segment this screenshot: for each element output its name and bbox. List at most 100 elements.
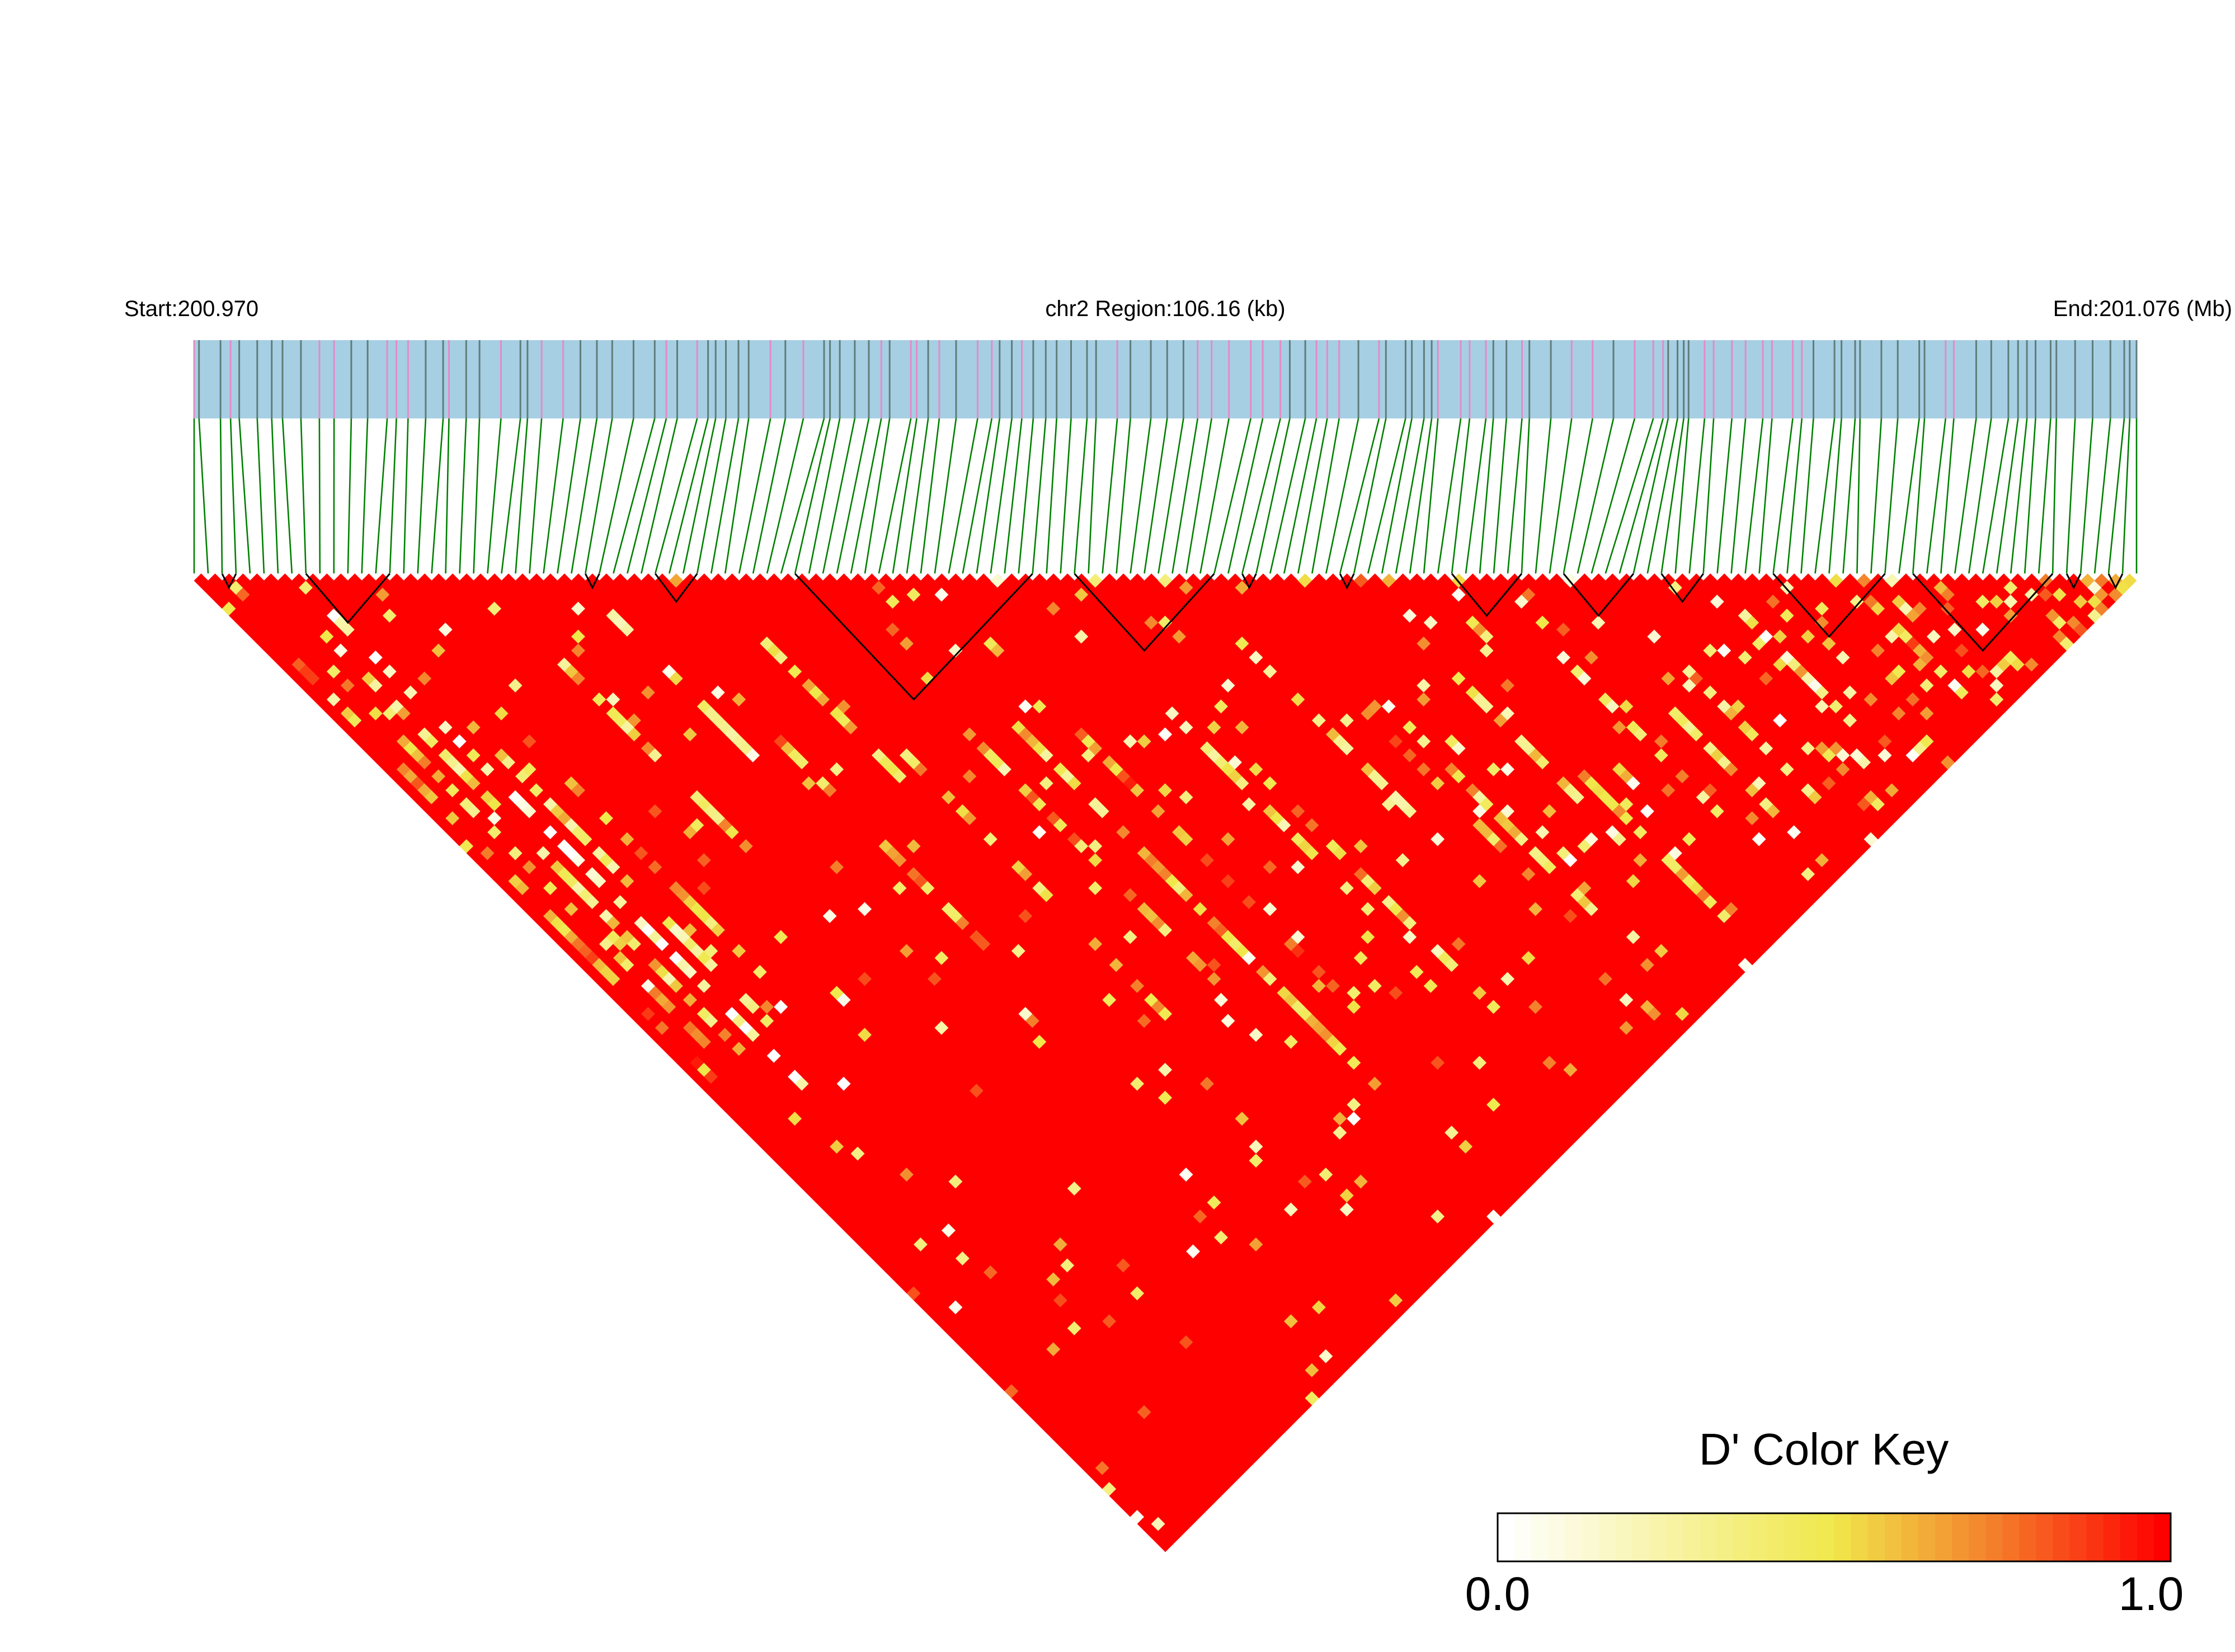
marker-connector bbox=[543, 418, 564, 574]
marker-connector bbox=[696, 418, 727, 574]
marker-connector bbox=[627, 418, 667, 574]
marker-connector bbox=[2107, 418, 2125, 574]
marker-connector bbox=[1898, 418, 1920, 574]
marker-connector bbox=[1171, 418, 1199, 574]
marker-connector bbox=[655, 418, 698, 574]
marker-connector bbox=[724, 418, 750, 574]
marker-connector bbox=[1828, 418, 1842, 574]
marker-connector bbox=[1493, 418, 1507, 574]
marker-connector bbox=[300, 418, 307, 574]
marker-connector bbox=[1870, 418, 1883, 574]
marker-connector bbox=[1074, 418, 1088, 574]
marker-connector bbox=[459, 418, 467, 574]
marker-connector bbox=[1269, 418, 1306, 574]
marker-connector bbox=[1158, 418, 1184, 574]
marker-connector bbox=[1213, 418, 1251, 574]
marker-connector bbox=[1577, 418, 1615, 574]
marker-connector bbox=[1046, 418, 1057, 574]
marker-connector bbox=[780, 418, 825, 574]
marker-connector bbox=[1018, 418, 1034, 574]
marker-connector bbox=[990, 418, 1013, 574]
marker-connector bbox=[1786, 418, 1803, 574]
marker-connector bbox=[417, 418, 427, 574]
marker-connector bbox=[1842, 418, 1856, 574]
marker-connector bbox=[445, 418, 450, 574]
marker-connector bbox=[1730, 418, 1747, 574]
marker-connector bbox=[473, 418, 481, 574]
marker-connector bbox=[1800, 418, 1814, 574]
marker-connector bbox=[1884, 418, 1899, 574]
marker-connector bbox=[1535, 418, 1552, 574]
marker-connector bbox=[2024, 418, 2036, 574]
marker-connector bbox=[1996, 418, 2019, 574]
marker-connector bbox=[1660, 418, 1685, 574]
marker-connector bbox=[850, 418, 882, 574]
marker-connector bbox=[1423, 418, 1439, 574]
marker-connector bbox=[1856, 418, 1861, 574]
marker-connector bbox=[1060, 418, 1072, 574]
marker-connector bbox=[1465, 418, 1487, 574]
marker-connector bbox=[599, 418, 634, 574]
marker-connector bbox=[2065, 418, 2076, 574]
marker-connector bbox=[1591, 418, 1636, 574]
marker-connector bbox=[229, 418, 237, 574]
marker-connector bbox=[1227, 418, 1264, 574]
marker-connector bbox=[2121, 418, 2131, 574]
marker-connector bbox=[1618, 418, 1664, 574]
marker-connector bbox=[219, 418, 223, 574]
marker-connector bbox=[669, 418, 709, 574]
marker-connector bbox=[1968, 418, 1992, 574]
marker-connector bbox=[529, 418, 543, 574]
marker-connector bbox=[1437, 418, 1462, 574]
marker-connector bbox=[361, 418, 369, 574]
marker-connector bbox=[920, 418, 940, 574]
marker-connector bbox=[641, 418, 678, 574]
marker-connector bbox=[766, 418, 804, 574]
marker-connector bbox=[738, 418, 771, 574]
marker-connector bbox=[836, 418, 870, 574]
marker-connector bbox=[1688, 418, 1706, 574]
marker-connector bbox=[794, 418, 831, 574]
marker-connector bbox=[1716, 418, 1733, 574]
marker-connector bbox=[864, 418, 891, 574]
marker-connector bbox=[403, 418, 409, 574]
marker-connector bbox=[1940, 418, 1955, 574]
marker-connector bbox=[1185, 418, 1212, 574]
marker-connector bbox=[1004, 418, 1023, 574]
marker-connector bbox=[318, 418, 321, 574]
marker-connector bbox=[347, 418, 352, 574]
marker-connector bbox=[1772, 418, 1794, 574]
marker-connector bbox=[1632, 418, 1669, 574]
marker-positions bbox=[193, 340, 2138, 418]
marker-connector bbox=[682, 418, 717, 574]
marker-connector bbox=[1674, 418, 1690, 574]
marker-connector bbox=[375, 418, 388, 574]
marker-connector bbox=[1451, 418, 1471, 574]
marker-connector bbox=[1311, 418, 1340, 574]
marker-connector bbox=[515, 418, 529, 574]
region-start-label: Start:200.970 bbox=[124, 296, 258, 321]
marker-connector bbox=[1339, 418, 1380, 574]
marker-connector bbox=[892, 418, 917, 574]
marker-connector bbox=[1241, 418, 1281, 574]
marker-connector bbox=[1549, 418, 1573, 574]
marker-connector bbox=[808, 418, 841, 574]
marker-connector bbox=[1102, 418, 1118, 574]
marker-connectors bbox=[193, 418, 2138, 574]
marker-connector bbox=[557, 418, 581, 574]
marker-connector bbox=[1283, 418, 1318, 574]
marker-connector bbox=[934, 418, 957, 574]
marker-connector bbox=[585, 418, 613, 574]
marker-connector bbox=[2079, 418, 2093, 574]
marker-connector bbox=[1130, 418, 1152, 574]
marker-connector bbox=[1926, 418, 1946, 574]
marker-connector bbox=[281, 418, 293, 574]
marker-connector bbox=[822, 418, 856, 574]
marker-connector bbox=[1646, 418, 1678, 574]
marker-connector bbox=[1702, 418, 1715, 574]
marker-connector bbox=[1088, 418, 1097, 574]
marker-connector bbox=[948, 418, 978, 574]
marker-connector bbox=[1381, 418, 1413, 574]
marker-connector bbox=[1032, 418, 1047, 574]
marker-track-background bbox=[194, 340, 2137, 418]
